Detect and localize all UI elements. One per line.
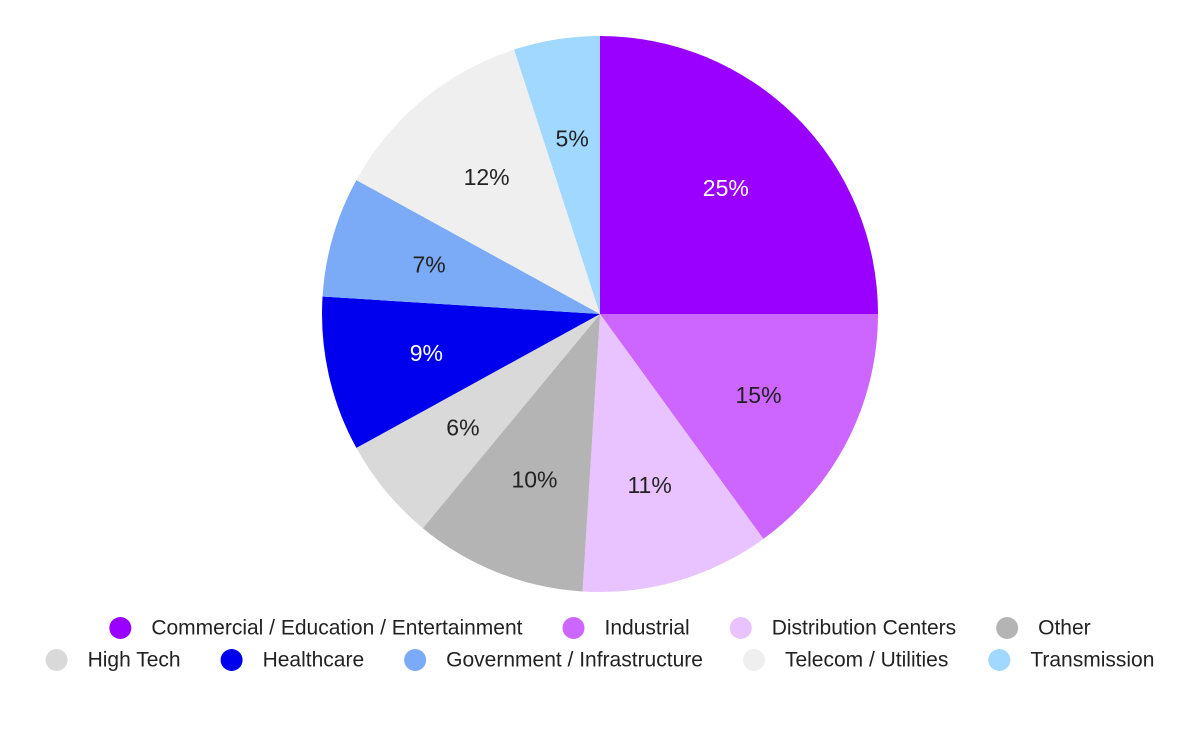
data-label-healthcare: 9%	[410, 340, 443, 366]
legend-swatch	[45, 649, 68, 671]
legend-item-government-infrastructure: Government / Infrastructure	[404, 649, 703, 672]
legend-item-transmission: Transmission	[988, 649, 1154, 672]
pie-slices	[322, 36, 879, 592]
legend-label: Telecom / Utilities	[785, 649, 948, 672]
legend-swatch	[729, 617, 752, 639]
legend-label: Industrial	[605, 617, 690, 640]
legend-item-commercial-education-entertainment: Commercial / Education / Entertainment	[109, 617, 523, 640]
legend-item-high-tech: High Tech	[45, 649, 181, 672]
data-label-transmission: 5%	[556, 125, 589, 151]
legend-label: Transmission	[1030, 649, 1154, 672]
legend-label: Healthcare	[263, 649, 365, 672]
legend-item-industrial: Industrial	[562, 617, 690, 640]
pie-slice-distribution-centers	[582, 314, 764, 592]
legend-item-other: Other	[996, 617, 1091, 640]
legend-item-telecom-utilities: Telecom / Utilities	[742, 649, 948, 672]
legend-swatch	[742, 649, 765, 671]
legend-swatch	[109, 617, 132, 639]
legend-swatch	[562, 617, 585, 639]
legend-item-healthcare: Healthcare	[220, 649, 365, 672]
legend-swatch	[996, 617, 1019, 639]
data-label-other: 10%	[511, 466, 557, 492]
legend-label: Other	[1038, 617, 1091, 640]
data-label-distribution-centers: 11%	[627, 472, 671, 498]
pie-slice-government-infrastructure	[322, 180, 600, 314]
data-label-government-infrastructure: 7%	[413, 251, 446, 277]
legend-label: Distribution Centers	[772, 617, 956, 640]
legend-label: High Tech	[88, 649, 181, 672]
data-label-high-tech: 6%	[446, 414, 479, 440]
pie-slice-transmission	[514, 36, 600, 314]
data-label-commercial-education-entertainment: 25%	[703, 175, 749, 201]
legend-label: Commercial / Education / Entertainment	[151, 617, 522, 640]
pie-slice-industrial	[600, 314, 879, 539]
legend-swatch	[220, 649, 243, 671]
legend-swatch	[404, 649, 427, 671]
legend-item-distribution-centers: Distribution Centers	[729, 617, 956, 640]
pie-slice-telecom-utilities	[356, 49, 600, 315]
pie-slice-high-tech	[356, 314, 600, 529]
data-label-industrial: 15%	[736, 382, 782, 408]
legend: Commercial / Education / Entertainment In…	[45, 617, 1154, 672]
pie-data-labels: 25% 15% 11% 10% 6% 9% 7% 12% 5%	[410, 125, 782, 498]
pie-slice-healthcare	[322, 296, 600, 448]
legend-swatch	[988, 649, 1011, 671]
data-label-telecom-utilities: 12%	[464, 164, 510, 190]
pie-slice-other	[422, 314, 600, 592]
legend-label: Government / Infrastructure	[446, 649, 703, 672]
pie-slice-commercial-education-entertainment	[600, 36, 878, 314]
